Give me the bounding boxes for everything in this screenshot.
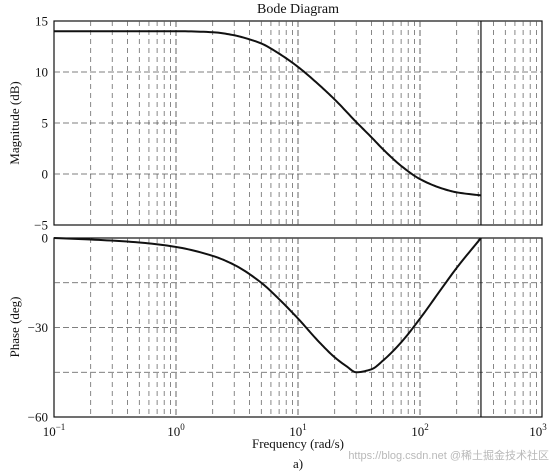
magnitude-y-ticks: −5 0 5 10 15: [34, 14, 48, 233]
watermark: https://blog.csdn.net @稀土掘金技术社区: [348, 448, 549, 462]
magnitude-axis-label: Magnitude (dB): [7, 81, 22, 164]
x-tick-label: 101: [289, 422, 307, 439]
x-tick-label: 100: [167, 422, 185, 439]
phase-axis-label: Phase (deg): [7, 296, 22, 357]
chart-title: Bode Diagram: [257, 2, 339, 17]
phase-y-tick-label: −30: [28, 320, 48, 335]
x-tick-label: 102: [411, 422, 429, 439]
frequency-x-ticks: 10−1 100 101 102 103: [43, 422, 548, 439]
magnitude-y-tick-label: 15: [35, 14, 48, 29]
phase-y-tick-label: 0: [42, 231, 49, 246]
magnitude-curve: [54, 30, 482, 197]
magnitude-grid: [54, 21, 542, 225]
magnitude-y-tick-label: 0: [42, 167, 49, 182]
x-tick-label: 103: [529, 422, 547, 439]
phase-curve: [53, 237, 482, 374]
frequency-axis-label: Frequency (rad/s): [252, 436, 344, 451]
phase-grid: [54, 238, 542, 417]
phase-y-ticks: −60 −30 0: [28, 231, 48, 425]
phase-y-tick-label: −60: [28, 410, 48, 425]
magnitude-y-tick-label: 10: [35, 65, 48, 80]
magnitude-y-tick-label: −5: [34, 218, 48, 233]
figure-caption: a): [293, 456, 303, 471]
magnitude-y-tick-label: 5: [42, 116, 49, 131]
x-tick-label: 10−1: [43, 422, 66, 439]
